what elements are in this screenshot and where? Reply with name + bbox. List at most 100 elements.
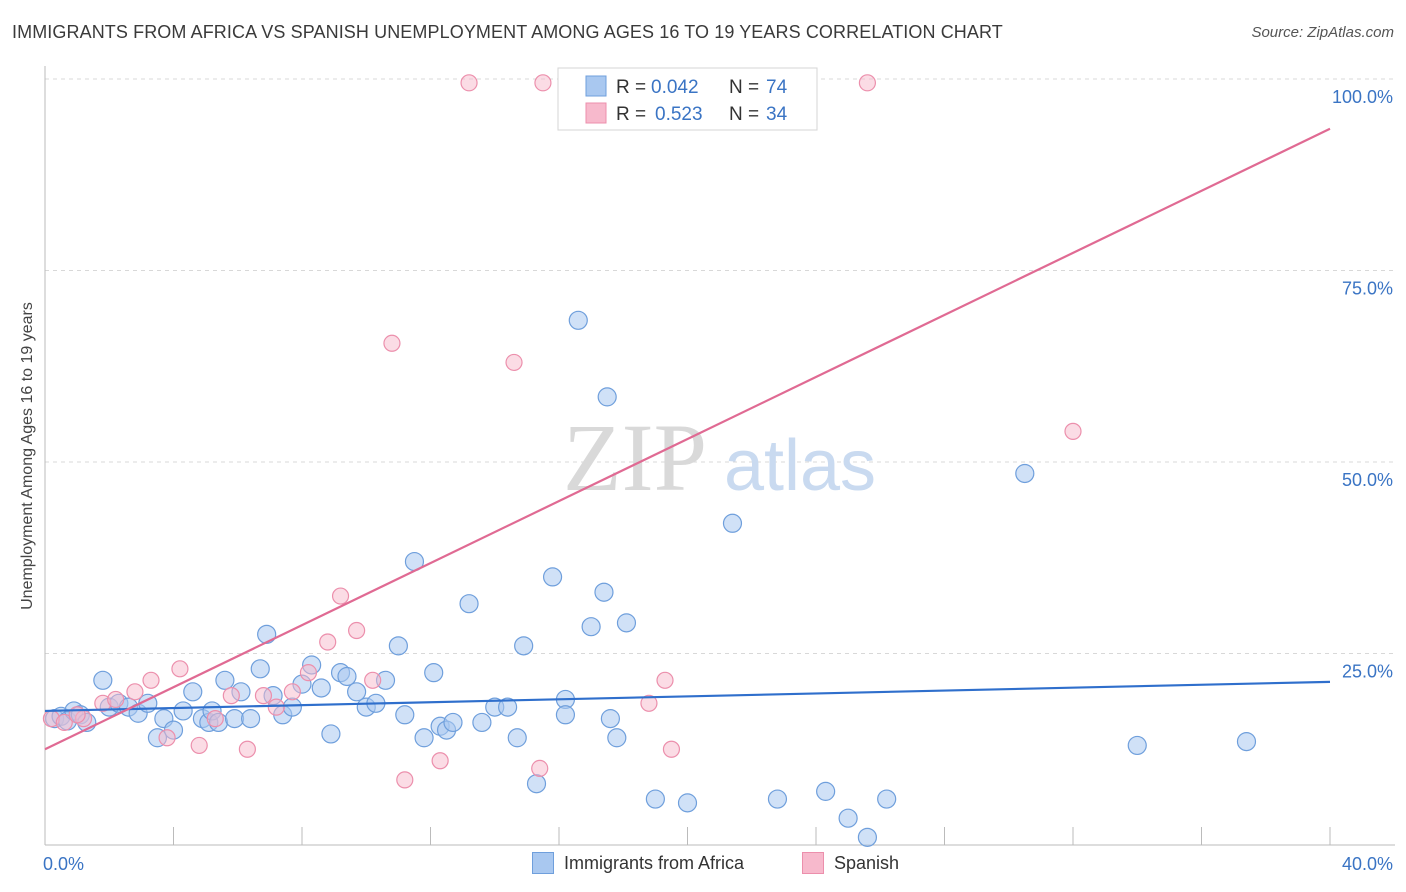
data-point-immigrants-from-africa [472, 712, 492, 733]
data-point-spanish [640, 694, 658, 712]
data-point-spanish [238, 740, 256, 758]
data-point-immigrants-from-africa [645, 789, 665, 809]
stats-legend: R = 0.042 N = 74 R = 0.523 N = 34 [557, 67, 818, 131]
data-point-spanish [1064, 422, 1082, 440]
data-point-immigrants-from-africa [542, 567, 563, 587]
legend-label-immigrants-from-africa: Immigrants from Africa [564, 852, 745, 873]
axes [44, 66, 1395, 846]
tick-labels: 25.0% 50.0% 75.0% 100.0% 0.0% 40.0% [43, 87, 1393, 874]
data-point-immigrants-from-africa [767, 789, 788, 809]
data-point-spanish [319, 633, 337, 651]
series-legend: Immigrants from Africa Spanish [0, 852, 1406, 878]
y-tick-label: 75.0% [1342, 279, 1393, 299]
data-point-immigrants-from-africa [321, 724, 341, 744]
data-point-immigrants-from-africa [250, 659, 270, 679]
data-point-immigrants-from-africa [443, 712, 463, 733]
legend-swatch-immigrants-from-africa [532, 852, 554, 874]
data-point-spanish [662, 740, 681, 758]
data-point-immigrants-from-africa [597, 387, 617, 407]
legend-swatch-spanish [802, 852, 824, 874]
data-point-immigrants-from-africa [347, 682, 367, 702]
data-point-immigrants-from-africa [526, 774, 547, 794]
legend-n-label-1: N = [729, 77, 759, 98]
data-point-immigrants-from-africa [555, 705, 576, 725]
data-point-immigrants-from-africa [173, 701, 193, 721]
watermark: ZIP atlas [563, 404, 876, 511]
data-point-spanish [222, 687, 240, 705]
data-point-immigrants-from-africa [337, 666, 357, 687]
data-point-immigrants-from-africa [459, 594, 479, 614]
data-point-spanish [364, 671, 382, 689]
data-point-spanish [431, 752, 449, 770]
trend-line-spanish [44, 127, 1331, 751]
data-point-immigrants-from-africa [507, 728, 527, 748]
data-point-immigrants-from-africa [877, 789, 897, 809]
legend-r-label-1: R = [616, 77, 646, 98]
data-point-immigrants-from-africa [1236, 731, 1257, 752]
data-point-spanish [331, 587, 350, 605]
data-point-immigrants-from-africa [1127, 735, 1147, 756]
y-tick-label: 100.0% [1332, 87, 1393, 107]
data-point-immigrants-from-africa [282, 697, 302, 717]
data-point-immigrants-from-africa [183, 682, 203, 702]
legend-item-immigrants-from-africa: Immigrants from Africa [532, 852, 744, 874]
x-tick-label: 40.0% [1342, 854, 1393, 874]
data-point-immigrants-from-africa [395, 705, 415, 725]
data-point-spanish [206, 710, 224, 728]
data-point-immigrants-from-africa [722, 513, 743, 533]
data-point-spanish [158, 729, 176, 747]
data-point-spanish [531, 759, 549, 778]
data-point-immigrants-from-africa [600, 709, 621, 729]
trend-lines [44, 127, 1331, 751]
data-point-spanish [858, 74, 877, 92]
data-point-immigrants-from-africa [514, 636, 534, 656]
legend-n-label-2: N = [729, 104, 759, 125]
grid-lines [45, 78, 1395, 654]
series-immigrants-from-africa-points [45, 310, 1257, 847]
data-point-immigrants-from-africa [594, 582, 614, 602]
data-point-spanish [460, 74, 478, 92]
data-point-immigrants-from-africa [838, 808, 858, 828]
legend-swatch-pink [585, 102, 607, 124]
data-point-spanish [107, 690, 125, 709]
data-point-immigrants-from-africa [581, 617, 601, 637]
legend-n-value-2: 34 [766, 104, 788, 125]
legend-r-value-1: 0.042 [651, 77, 699, 98]
data-point-immigrants-from-africa [224, 709, 245, 729]
legend-r-label-2: R = [616, 104, 646, 125]
data-point-spanish [383, 334, 401, 352]
y-tick-label: 50.0% [1342, 470, 1393, 490]
data-point-spanish [534, 74, 552, 92]
x-tick-label: 0.0% [43, 854, 84, 874]
data-point-spanish [283, 683, 301, 701]
data-point-spanish [505, 353, 523, 372]
legend-n-value-1: 74 [766, 77, 788, 98]
data-point-spanish [267, 698, 285, 716]
data-point-spanish [55, 713, 73, 732]
data-point-immigrants-from-africa [857, 827, 878, 847]
data-point-immigrants-from-africa [568, 310, 588, 330]
chart-title: IMMIGRANTS FROM AFRICA VS SPANISH UNEMPL… [12, 22, 1003, 42]
legend-item-spanish: Spanish [802, 852, 899, 874]
data-point-immigrants-from-africa [816, 781, 836, 801]
legend-swatch-blue [585, 75, 607, 97]
data-point-spanish [656, 671, 674, 689]
data-point-immigrants-from-africa [388, 636, 408, 656]
data-point-immigrants-from-africa [257, 624, 277, 644]
data-point-immigrants-from-africa [414, 728, 434, 748]
watermark-atlas: atlas [724, 426, 876, 506]
source-note: Source: ZipAtlas.com [1251, 24, 1394, 41]
series-spanish-points [42, 74, 1082, 789]
data-point-immigrants-from-africa [677, 793, 698, 813]
legend-label-spanish: Spanish [834, 852, 900, 873]
data-point-immigrants-from-africa [616, 613, 637, 633]
data-point-immigrants-from-africa [498, 697, 518, 717]
data-point-spanish [190, 736, 208, 755]
data-point-spanish [348, 621, 366, 640]
data-point-immigrants-from-africa [1015, 463, 1035, 484]
watermark-zip: ZIP [563, 404, 707, 511]
data-point-immigrants-from-africa [607, 728, 627, 748]
data-point-spanish [254, 687, 273, 705]
data-point-spanish [171, 660, 189, 678]
